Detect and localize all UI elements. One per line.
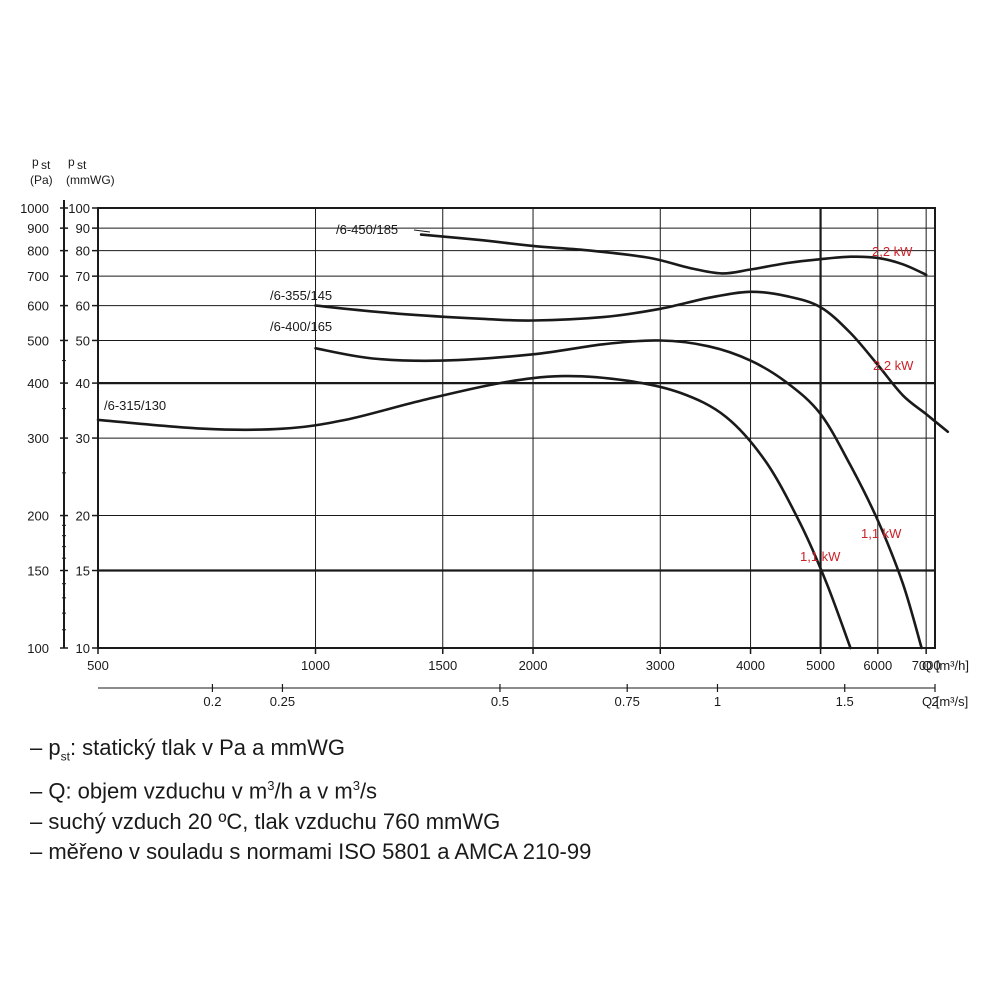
series-label-6-400-165: /6-400/165 — [270, 319, 332, 334]
x-m3h-tick-label-2000: 2000 — [519, 658, 548, 673]
pa-tick-label-700: 700 — [27, 269, 49, 284]
mmwg-axis-symbol: p — [68, 155, 75, 169]
x-m3s-tick-label-2: 2 — [931, 694, 938, 709]
mmwg-tick-label-20: 20 — [76, 509, 90, 524]
series-label-6-450-185: /6-450/185 — [336, 222, 398, 237]
curve-6-355-145 — [314, 290, 950, 434]
fan-performance-chart: 1001502003004005006007008009001000101520… — [20, 155, 969, 709]
series-label-6-315-130: /6-315/130 — [104, 398, 166, 413]
power-label-6-315-130: 1,1 kW — [800, 549, 841, 564]
x-m3h-tick-label-500: 500 — [87, 658, 109, 673]
mmwg-tick-label-90: 90 — [76, 221, 90, 236]
mmwg-tick-label-15: 15 — [76, 564, 90, 579]
x-m3s-tick-label-0.5: 0.5 — [491, 694, 509, 709]
mmwg-axis-symbol-sub: st — [77, 158, 87, 172]
mmwg-tick-label-100: 100 — [68, 201, 90, 216]
series-label-6-355-145: /6-355/145 — [270, 288, 332, 303]
pa-tick-label-900: 900 — [27, 221, 49, 236]
x-m3h-tick-label-1000: 1000 — [301, 658, 330, 673]
x-m3s-tick-label-0.25: 0.25 — [270, 694, 295, 709]
pa-tick-label-200: 200 — [27, 509, 49, 524]
leader-6-450-185 — [413, 229, 431, 233]
pa-axis-symbol: p — [32, 155, 39, 169]
x-m3h-tick-label-7000: 7000 — [912, 658, 941, 673]
x-m3s-tick-label-1.5: 1.5 — [836, 694, 854, 709]
x-m3h-tick-label-3000: 3000 — [646, 658, 675, 673]
power-label-6-450-185: 2,2 kW — [872, 244, 913, 259]
mmwg-axis-unit: (mmWG) — [66, 173, 115, 187]
x-m3s-tick-label-0.2: 0.2 — [203, 694, 221, 709]
pa-tick-label-100: 100 — [27, 641, 49, 656]
footnotes: – pst: statický tlak v Pa a mmWG – Q: ob… — [30, 733, 591, 867]
note-q: – Q: objem vzduchu v m3/h a v m3/s — [30, 778, 378, 804]
pa-axis-unit: (Pa) — [30, 173, 53, 187]
x-m3h-tick-label-6000: 6000 — [863, 658, 892, 673]
mmwg-tick-label-10: 10 — [76, 641, 90, 656]
mmwg-tick-label-30: 30 — [76, 431, 90, 446]
gridlines — [97, 207, 936, 649]
x-m3h-tick-label-5000: 5000 — [806, 658, 835, 673]
mmwg-tick-label-50: 50 — [76, 333, 90, 348]
curve-6-315-130 — [96, 374, 852, 650]
pa-tick-label-800: 800 — [27, 244, 49, 259]
pa-tick-label-600: 600 — [27, 299, 49, 314]
x-m3s-tick-label-1: 1 — [714, 694, 721, 709]
plot-frame — [97, 207, 936, 649]
performance-curves — [96, 233, 950, 650]
curve-6-450-185 — [419, 233, 928, 277]
mmwg-tick-label-70: 70 — [76, 269, 90, 284]
x-m3h-axis-label: Q [m³/h] — [922, 658, 969, 673]
pa-tick-label-400: 400 — [27, 376, 49, 391]
power-label-6-400-165: 1,1 kW — [861, 526, 902, 541]
power-label-6-355-145: 2,2 kW — [873, 358, 914, 373]
series-labels: /6-450/185 2,2 kW/6-355/145 2,2 kW/6-400/1… — [104, 222, 914, 564]
pa-axis-symbol-sub: st — [41, 158, 51, 172]
x-m3h-tick-label-4000: 4000 — [736, 658, 765, 673]
x-m3s-tick-label-0.75: 0.75 — [615, 694, 640, 709]
note-pst: – pst: statický tlak v Pa a mmWG — [30, 735, 345, 764]
mmwg-tick-label-80: 80 — [76, 244, 90, 259]
mmwg-tick-label-40: 40 — [76, 376, 90, 391]
mmwg-tick-label-60: 60 — [76, 299, 90, 314]
x-m3s-axis-label: Q [m³/s] — [922, 694, 968, 709]
pa-tick-label-500: 500 — [27, 333, 49, 348]
note-standards: – měřeno v souladu s normami ISO 5801 a … — [30, 838, 592, 864]
pa-tick-label-150: 150 — [27, 564, 49, 579]
note-air: – suchý vzduch 20 ºC, tlak vzduchu 760 m… — [30, 808, 501, 834]
pa-tick-label-1000: 1000 — [20, 201, 49, 216]
pa-tick-label-300: 300 — [27, 431, 49, 446]
axes: 1001502003004005006007008009001000101520… — [20, 155, 969, 709]
curve-6-400-165 — [314, 339, 923, 650]
x-m3h-tick-label-1500: 1500 — [428, 658, 457, 673]
